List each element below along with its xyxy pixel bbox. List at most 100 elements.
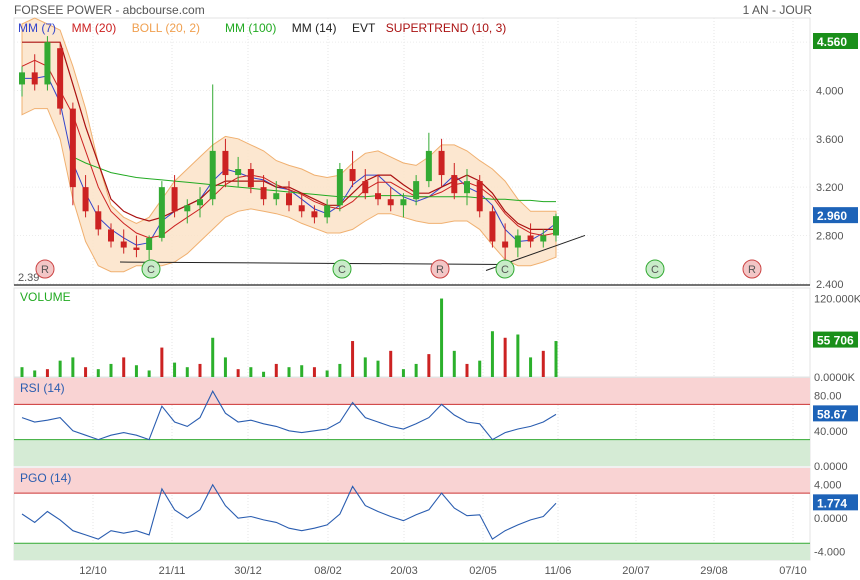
x-tick-label: 08/02 — [314, 565, 342, 577]
price-tick-label: 3.600 — [816, 134, 844, 146]
volume-bar — [274, 363, 278, 377]
volume-bar — [541, 350, 545, 377]
volume-bar — [554, 341, 558, 377]
candle-body — [489, 211, 496, 242]
pgo-badge: 1.774 — [817, 496, 847, 510]
rsi-panel-label: RSI (14) — [20, 381, 65, 395]
volume-bar — [325, 370, 329, 377]
pgo-upper-zone — [14, 468, 810, 494]
volume-bar — [211, 337, 215, 377]
volume-bar — [109, 363, 113, 377]
price-high-badge: 4.560 — [817, 35, 847, 49]
volume-bar — [20, 367, 24, 377]
candle-body — [171, 187, 178, 212]
candle-body — [476, 181, 483, 212]
candle-body — [95, 211, 102, 230]
signal-letter: R — [436, 264, 444, 276]
rsi-line — [21, 390, 557, 441]
legend-item: MM (7) — [18, 21, 56, 35]
volume-bar — [58, 360, 62, 377]
volume-bar — [185, 367, 189, 377]
candle-body — [400, 199, 407, 206]
candle-body — [502, 241, 509, 248]
volume-badge-bg — [813, 331, 858, 348]
signal-letter: C — [147, 264, 155, 276]
candle-body — [451, 175, 458, 194]
legend-item: MM (14) — [292, 21, 337, 35]
volume-bar — [351, 341, 355, 377]
price-tick-label: 2.800 — [816, 230, 844, 242]
x-tick-label: 20/07 — [622, 565, 650, 577]
volume-bar — [516, 334, 520, 377]
legend-item: BOLL (20, 2) — [132, 21, 200, 35]
pgo-badge-bg — [813, 494, 858, 511]
signal-marker-buy — [332, 259, 352, 279]
volume-bar — [338, 363, 342, 377]
pgo-panel-label: PGO (14) — [20, 471, 71, 485]
period-selector[interactable]: 1 AN - JOUR — [742, 3, 812, 17]
legend-item: EVT — [352, 21, 376, 35]
candle-body — [19, 72, 25, 85]
candle-body — [133, 247, 140, 250]
candle-body — [260, 187, 267, 200]
candle-body — [362, 181, 369, 194]
volume-bar — [300, 365, 304, 377]
candle-body — [336, 169, 343, 206]
volume-bar — [122, 357, 126, 377]
volume-bar — [363, 357, 367, 377]
volume-bar — [96, 369, 100, 377]
x-tick-label: 30/12 — [234, 565, 262, 577]
volume-tick-label: 0.0000K — [814, 372, 856, 384]
volume-bar — [262, 371, 266, 377]
volume-bar — [478, 360, 482, 377]
volume-bar — [452, 350, 456, 377]
pgo-tick-label: 0.0000 — [814, 513, 848, 525]
signal-marker-buy — [495, 259, 515, 279]
signal-marker-sell — [35, 259, 55, 279]
volume-bar — [84, 367, 88, 377]
candle-body — [197, 199, 203, 206]
volume-bar — [414, 363, 418, 377]
candle-body — [222, 150, 229, 176]
volume-bar — [33, 370, 37, 377]
panel-frame-1 — [13, 287, 811, 378]
volume-bar — [401, 369, 405, 377]
signal-marker-sell — [430, 259, 450, 279]
candle-body — [387, 199, 394, 206]
candle-body — [82, 187, 89, 212]
candle-body — [146, 237, 153, 250]
pgo-lower-zone — [14, 543, 810, 560]
volume-bar — [236, 369, 240, 377]
candle-body — [235, 169, 242, 176]
signal-letter: R — [748, 264, 756, 276]
volume-bar — [312, 367, 316, 377]
volume-bar — [440, 298, 444, 377]
x-tick-label: 21/11 — [159, 565, 186, 577]
candle-body — [425, 150, 432, 182]
chart-title: FORSEE POWER - abcbourse.com — [14, 3, 205, 17]
candle-body — [273, 193, 280, 200]
x-tick-label: 07/10 — [779, 565, 807, 577]
signal-letter: C — [501, 264, 509, 276]
volume-bar — [465, 363, 469, 377]
x-tick-label: 29/08 — [700, 565, 728, 577]
candle-body — [311, 211, 318, 218]
price-min-label: 2.39 — [18, 272, 39, 284]
volume-bar — [389, 350, 393, 377]
candle-body — [298, 205, 305, 212]
volume-bar — [287, 367, 291, 377]
candle-body — [286, 193, 292, 206]
volume-bar — [134, 365, 138, 377]
candle-body — [108, 229, 114, 242]
legend-item: MM (20) — [72, 21, 117, 35]
volume-bar — [45, 369, 49, 377]
volume-bar — [198, 363, 202, 377]
volume-bar — [223, 357, 227, 377]
volume-bar — [503, 337, 507, 377]
x-tick-label: 11/06 — [545, 565, 572, 577]
series-line-mm-100- — [72, 156, 556, 203]
candle-body — [69, 108, 76, 188]
rsi-tick-label: 80.00 — [814, 391, 842, 403]
pgo-tick-label: 4.000 — [814, 480, 842, 492]
